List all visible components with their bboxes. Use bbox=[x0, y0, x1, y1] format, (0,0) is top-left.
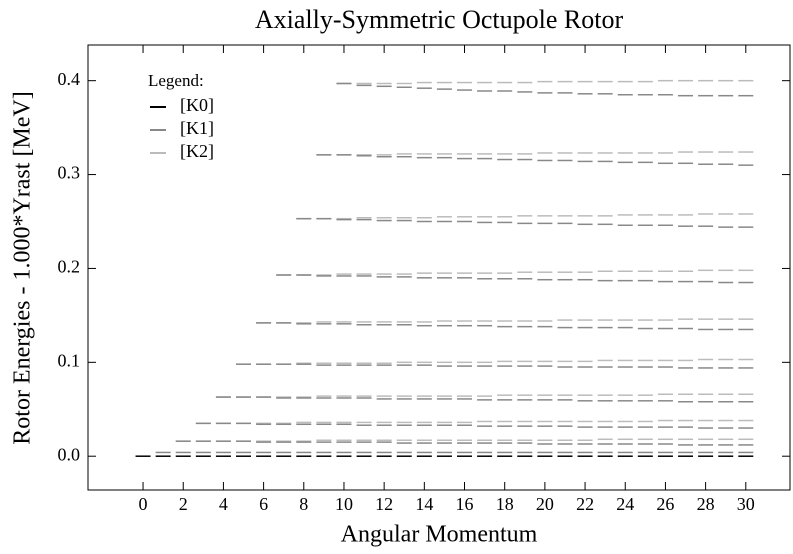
y-axis-label: Rotor Energies - 1.000*Yrast [MeV] bbox=[10, 91, 36, 444]
chart-title: Axially-Symmetric Octupole Rotor bbox=[255, 5, 624, 34]
x-tick-label: 20 bbox=[536, 494, 554, 514]
x-tick-label: 18 bbox=[496, 494, 514, 514]
x-tick-label: 6 bbox=[259, 494, 268, 514]
x-tick-label: 22 bbox=[576, 494, 594, 514]
legend-title: Legend: bbox=[148, 71, 204, 90]
x-tick-label: 24 bbox=[616, 494, 634, 514]
x-tick-label: 28 bbox=[697, 494, 715, 514]
y-tick-label: 0.4 bbox=[58, 69, 81, 89]
x-tick-label: 8 bbox=[299, 494, 308, 514]
plot-frame bbox=[87, 44, 791, 491]
x-tick-label: 26 bbox=[656, 494, 674, 514]
x-tick-label: 2 bbox=[179, 494, 188, 514]
x-axis-label: Angular Momentum bbox=[341, 522, 538, 548]
x-tick-label: 30 bbox=[737, 494, 755, 514]
x-tick-label: 4 bbox=[219, 494, 228, 514]
y-tick-label: 0.2 bbox=[58, 257, 81, 277]
legend-label: [K0] bbox=[180, 95, 214, 115]
x-tick-label: 16 bbox=[456, 494, 474, 514]
x-tick-label: 12 bbox=[375, 494, 393, 514]
y-tick-label: 0.1 bbox=[58, 350, 81, 370]
x-tick-label: 10 bbox=[335, 494, 353, 514]
x-tick-label: 0 bbox=[139, 494, 148, 514]
x-tick-label: 14 bbox=[415, 494, 433, 514]
legend-label: [K1] bbox=[180, 118, 214, 138]
legend-label: [K2] bbox=[180, 141, 214, 161]
y-tick-label: 0.3 bbox=[58, 163, 81, 183]
y-tick-label: 0.0 bbox=[58, 444, 81, 464]
